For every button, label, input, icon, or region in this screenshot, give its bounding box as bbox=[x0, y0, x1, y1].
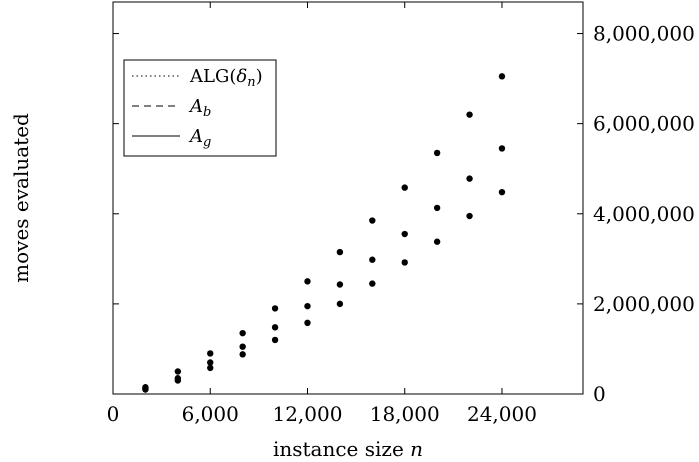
series-1-point bbox=[433, 149, 441, 157]
x-tick-label: 12,000 bbox=[272, 402, 342, 426]
plot-frame bbox=[112, 1, 584, 395]
plot-points bbox=[142, 73, 506, 393]
x-tick-label: 18,000 bbox=[370, 402, 440, 426]
legend: ALG(δn) Ab Ag bbox=[123, 59, 277, 157]
x-tick-label: 24,000 bbox=[467, 402, 537, 426]
y-tick-label: 4,000,000 bbox=[593, 202, 695, 226]
series-2-point bbox=[369, 256, 376, 263]
y-tick-label: 0 bbox=[593, 382, 606, 406]
series-3-point bbox=[207, 364, 214, 372]
series-1-point bbox=[304, 278, 311, 285]
legend-label-2: Ab bbox=[188, 96, 211, 120]
series-2-point bbox=[433, 204, 441, 212]
series-3-point bbox=[498, 188, 506, 196]
series-1-point bbox=[401, 184, 408, 191]
y-tick-label: 2,000,000 bbox=[593, 292, 695, 316]
series-2-point bbox=[336, 281, 344, 288]
x-axis-label-var: n bbox=[410, 437, 423, 461]
series-3-point bbox=[401, 259, 408, 266]
series-2-point bbox=[207, 359, 214, 366]
series-2-point bbox=[304, 302, 311, 310]
series-1-point bbox=[174, 368, 182, 375]
series-1-point bbox=[498, 73, 506, 80]
series-2-point bbox=[498, 145, 506, 152]
x-tick-label: 6,000 bbox=[182, 402, 239, 426]
series-2-point bbox=[401, 230, 408, 238]
series-1-point bbox=[336, 248, 344, 256]
y-axis-ticks: 0 2,000,000 4,000,000 6,000,000 8,000,000 bbox=[113, 22, 695, 406]
series-2-point bbox=[466, 175, 473, 182]
series-3-point bbox=[239, 351, 246, 358]
x-axis-ticks: 0 6,000 12,000 18,000 24,000 bbox=[107, 2, 537, 426]
y-axis-label: moves evaluated bbox=[9, 113, 33, 283]
legend-items: ALG(δn) Ab Ag bbox=[132, 66, 263, 150]
series-1-point bbox=[239, 329, 246, 337]
series-3-point bbox=[336, 300, 344, 308]
legend-label-3: Ag bbox=[188, 126, 211, 150]
series-3-point bbox=[271, 336, 279, 344]
series-1-point bbox=[369, 217, 376, 224]
x-axis-label: instance size n bbox=[273, 437, 423, 461]
y-tick-label: 6,000,000 bbox=[593, 112, 695, 136]
legend-label-1: ALG(δn) bbox=[189, 66, 263, 90]
series-1-point bbox=[466, 111, 473, 118]
series-3-point bbox=[466, 212, 473, 220]
y-tick-label: 8,000,000 bbox=[593, 22, 695, 46]
series-1-point bbox=[271, 305, 279, 312]
x-axis-label-text: instance size bbox=[273, 437, 404, 461]
series-3-point bbox=[433, 238, 441, 245]
series-2-point bbox=[271, 324, 279, 331]
series-3-point bbox=[142, 386, 149, 393]
series-3-point bbox=[369, 280, 376, 287]
series-3-point bbox=[174, 377, 182, 384]
legend-box bbox=[123, 59, 277, 157]
series-3-point bbox=[304, 319, 311, 327]
series-2-point bbox=[239, 343, 246, 350]
x-tick-label: 0 bbox=[107, 402, 120, 426]
series-1-point bbox=[207, 350, 214, 357]
